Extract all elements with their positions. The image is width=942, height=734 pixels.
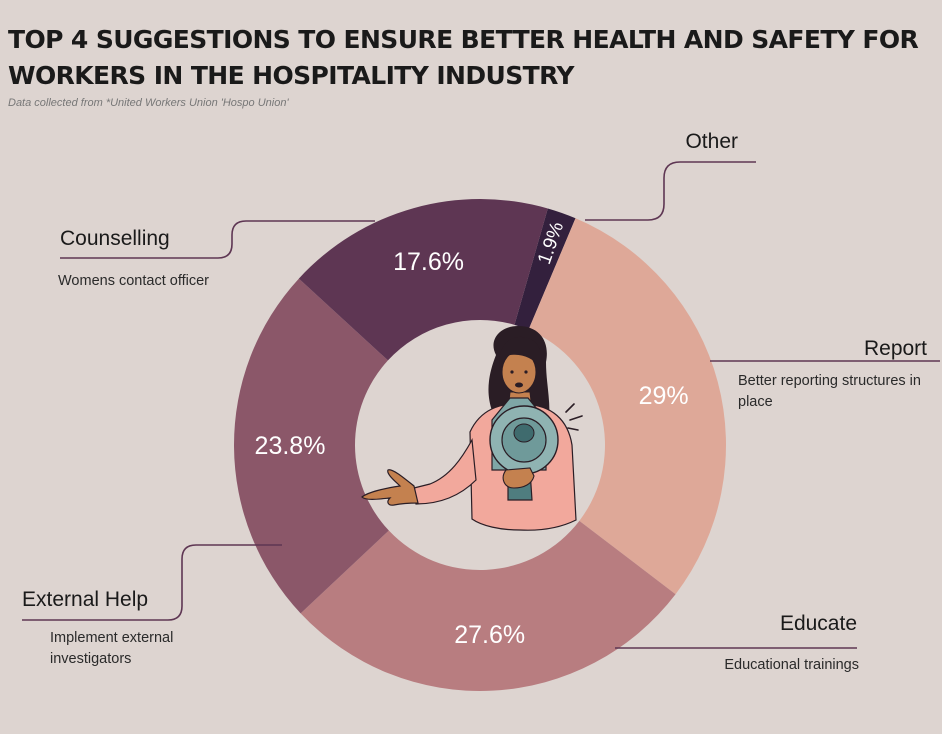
slice-educate [300,520,676,691]
woman-with-megaphone-icon [361,326,583,531]
slice-external-help [233,278,389,614]
category-label-other: Other [685,130,738,153]
leader-line-external-help [22,544,282,621]
pct-label-educate: 27.6% [454,621,525,649]
chart-title: TOP 4 SUGGESTIONS TO ENSURE BETTER HEALT… [8,25,919,90]
pct-label-external-help: 23.8% [255,432,326,460]
donut-slices [233,199,727,691]
slice-report [528,218,727,595]
category-label-counselling: Counselling [60,227,170,250]
category-label-report: Report [864,337,927,360]
leader-line-counselling [60,220,375,259]
slice-other [514,208,576,330]
category-label-educate: Educate [780,612,857,635]
pct-label-report: 29% [639,382,689,410]
leader-line-other [585,161,756,221]
chart-subtitle: Data collected from *United Workers Unio… [8,97,289,109]
slice-counselling [298,199,548,361]
category-desc-educate: Educational trainings [724,657,859,673]
category-desc-external-help: Implement external investigators [50,630,173,667]
category-desc-counselling: Womens contact officer [58,273,209,289]
leader-lines [22,161,940,649]
category-label-external-help: External Help [22,588,148,611]
category-labels: Other Report Better reporting structures i… [22,130,927,673]
category-desc-report: Better reporting structures in place [738,373,921,410]
pct-label-counselling: 17.6% [393,248,464,276]
